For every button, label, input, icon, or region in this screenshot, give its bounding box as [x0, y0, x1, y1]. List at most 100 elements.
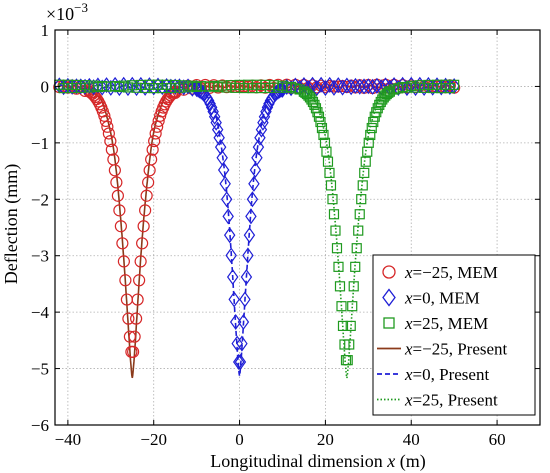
mem-marker-0 — [116, 237, 129, 250]
mem-marker-0 — [92, 95, 105, 108]
mem-marker-2 — [345, 320, 356, 332]
mem-marker-1 — [401, 80, 413, 97]
mem-marker-1 — [358, 78, 370, 95]
mem-marker-0 — [140, 189, 153, 202]
y-multiplier-exp: −3 — [74, 0, 88, 15]
mem-marker-2 — [360, 156, 371, 167]
x-axis-label-unit: (m) — [400, 451, 426, 472]
mem-marker-2 — [307, 96, 319, 108]
mem-marker-1 — [249, 161, 262, 179]
mem-marker-0 — [127, 345, 140, 358]
mem-marker-2 — [365, 129, 376, 141]
mem-marker-2 — [309, 99, 320, 110]
mem-marker-0 — [151, 120, 164, 133]
mem-marker-1 — [366, 78, 379, 95]
mem-marker-0 — [101, 120, 114, 133]
mem-marker-1 — [222, 208, 234, 225]
x-axis-label-main: Longitudinal dimension — [210, 451, 383, 471]
legend-label-4: x=0, Present — [404, 365, 489, 384]
mem-marker-1 — [242, 247, 254, 264]
mem-marker-1 — [228, 291, 240, 308]
mem-marker-1 — [220, 191, 233, 208]
mem-marker-2 — [325, 180, 337, 191]
y-tick-label: −2 — [31, 190, 49, 209]
mem-markers — [53, 76, 461, 371]
mem-marker-2 — [344, 339, 355, 350]
mem-marker-1 — [79, 78, 91, 95]
mem-marker-2 — [375, 96, 386, 108]
mem-marker-0 — [113, 204, 126, 217]
mem-marker-2 — [334, 281, 346, 292]
mem-marker-2 — [353, 225, 364, 236]
mem-marker-1 — [219, 175, 231, 192]
mem-marker-1 — [362, 78, 375, 95]
mem-marker-1 — [210, 114, 222, 131]
mem-marker-1 — [234, 353, 247, 371]
mem-marker-1 — [207, 103, 219, 120]
y-tick-label: −4 — [31, 303, 50, 322]
x-tick-label: 20 — [317, 430, 334, 449]
mem-marker-1 — [165, 78, 177, 95]
mem-marker-0 — [139, 204, 152, 217]
mem-marker-0 — [136, 237, 149, 250]
legend-label-2: x=25, MEM — [404, 314, 488, 333]
mem-marker-1 — [240, 268, 253, 286]
mem-marker-2 — [366, 122, 377, 134]
mem-marker-2 — [368, 116, 379, 128]
mem-marker-1 — [169, 78, 181, 95]
mem-marker-1 — [257, 114, 269, 131]
mem-marker-2 — [359, 167, 370, 179]
mem-marker-2 — [316, 122, 328, 134]
mem-marker-0 — [114, 220, 127, 233]
mem-marker-2 — [348, 281, 359, 292]
mem-marker-2 — [324, 167, 335, 179]
mem-marker-1 — [232, 353, 245, 371]
mem-marker-0 — [110, 176, 123, 189]
x-axis-label: Longitudinal dimension x (m) — [210, 451, 426, 472]
mem-marker-2 — [330, 225, 341, 236]
x-tick-label: −40 — [55, 430, 82, 449]
mem-marker-2 — [318, 129, 329, 141]
mem-marker-2 — [333, 261, 344, 272]
mem-marker-1 — [105, 79, 117, 96]
mem-marker-0 — [152, 114, 165, 128]
mem-marker-2 — [347, 301, 358, 312]
mem-marker-1 — [260, 103, 272, 120]
legend-marker-diamond — [382, 288, 396, 307]
mem-marker-2 — [327, 194, 338, 205]
y-multiplier: ×10−3 — [46, 0, 88, 24]
mem-marker-1 — [336, 79, 349, 96]
mem-marker-1 — [87, 79, 100, 96]
mem-marker-0 — [142, 176, 155, 189]
mem-marker-1 — [353, 78, 366, 95]
mem-marker-0 — [102, 127, 115, 140]
legend-label-0: x=−25, MEM — [404, 263, 498, 282]
mem-marker-1 — [435, 79, 448, 96]
legend: x=−25, MEM x=0, MEM x=25, MEM x=−25, Presen… — [372, 254, 536, 416]
mem-marker-1 — [204, 95, 216, 112]
mem-marker-0 — [128, 330, 141, 343]
mem-marker-1 — [217, 161, 230, 179]
mem-marker-1 — [229, 313, 242, 331]
mem-marker-0 — [105, 143, 118, 156]
mem-marker-0 — [130, 312, 143, 325]
mem-marker-1 — [258, 108, 271, 125]
plot-frame — [54, 29, 541, 426]
mem-marker-1 — [139, 79, 151, 96]
mem-marker-2 — [313, 111, 325, 122]
mem-marker-1 — [248, 175, 260, 192]
mem-marker-2 — [350, 261, 361, 272]
mem-marker-1 — [113, 80, 126, 97]
mem-marker-1 — [246, 191, 259, 208]
y-tick-label: −5 — [31, 360, 49, 379]
mem-marker-1 — [263, 95, 275, 112]
mem-marker-1 — [130, 80, 143, 97]
y-tick-label: 1 — [41, 21, 50, 40]
mem-marker-0 — [131, 293, 144, 306]
mem-marker-2 — [321, 146, 332, 157]
mem-marker-1 — [255, 121, 268, 138]
mem-marker-1 — [285, 80, 297, 97]
mem-marker-0 — [123, 330, 136, 343]
mem-marker-2 — [351, 243, 362, 254]
mem-marker-1 — [252, 139, 265, 156]
